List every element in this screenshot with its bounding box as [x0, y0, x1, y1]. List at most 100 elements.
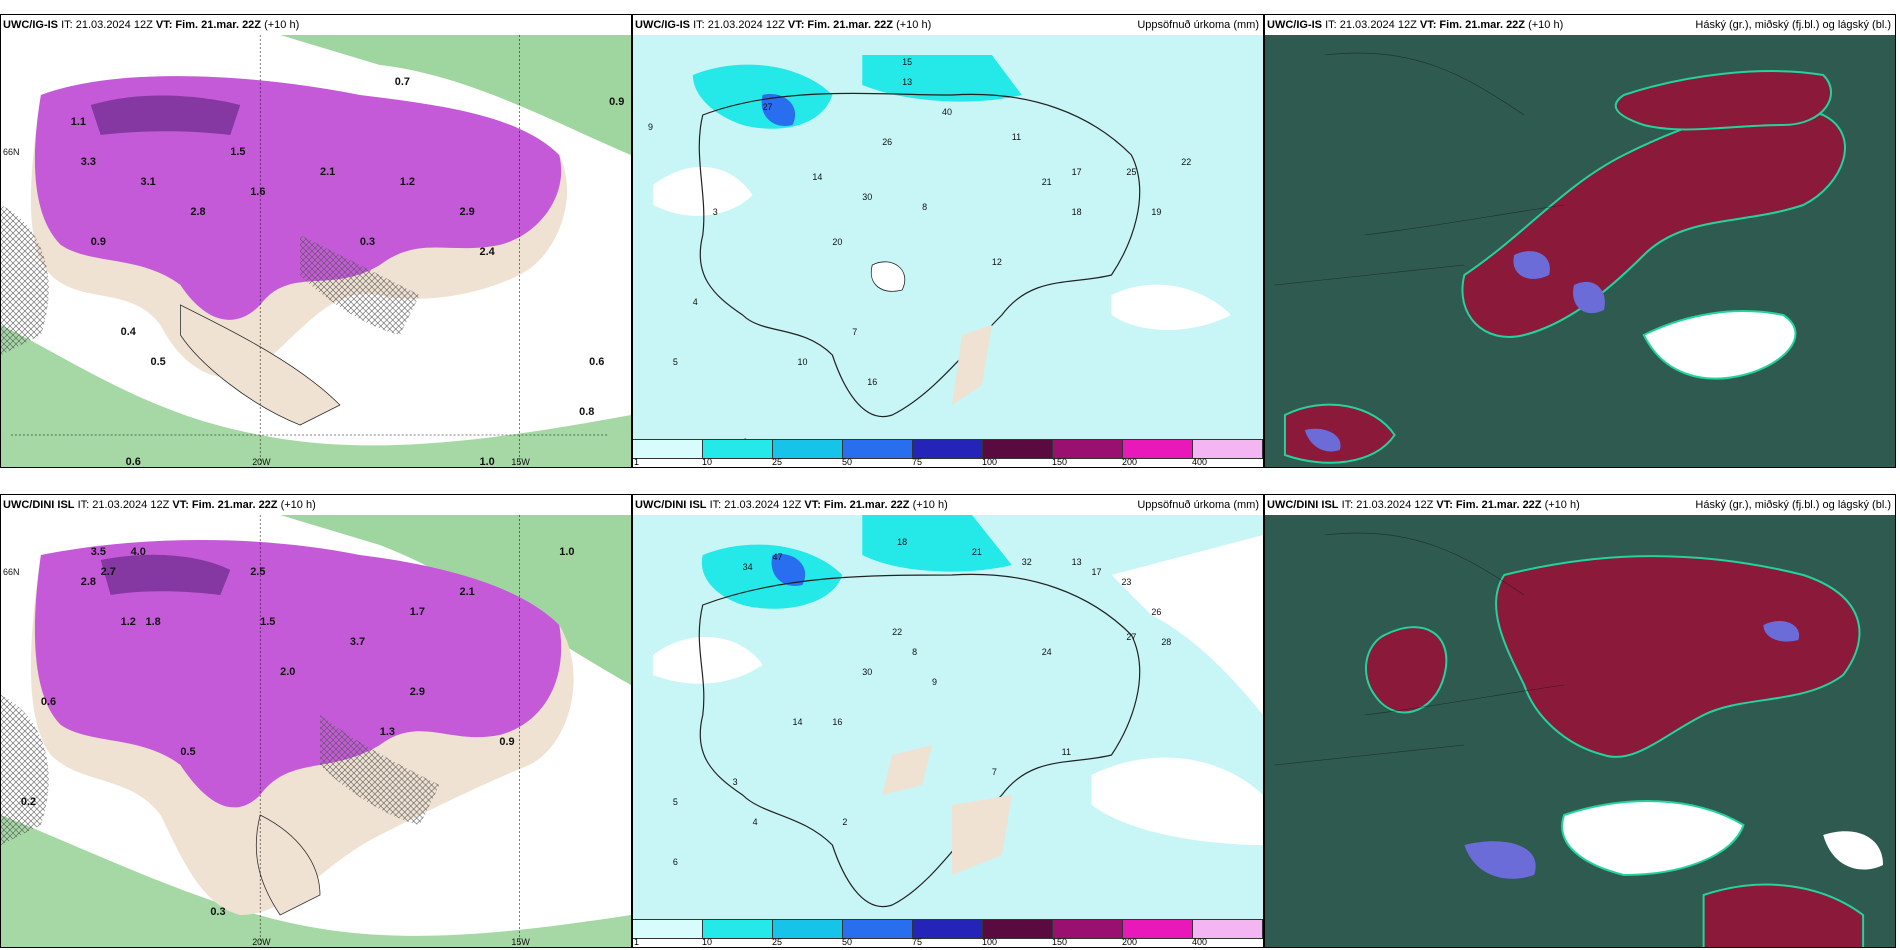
legend-label: 1: [634, 457, 640, 467]
value-label: 0.9: [91, 236, 106, 248]
lead-time: (+10 h): [896, 19, 932, 31]
value-label: 2.8: [81, 576, 96, 588]
legend-swatch: [773, 920, 843, 938]
value-label: 2.5: [250, 566, 265, 578]
value-label: 28: [1161, 637, 1171, 647]
legend-swatches: [633, 919, 1263, 939]
value-label: 6: [673, 857, 678, 867]
value-label: 23: [1121, 577, 1131, 587]
lat-label: 66N: [3, 147, 19, 157]
value-label: 1.3: [380, 726, 395, 738]
model-name: UWC/DINI ISL: [1267, 499, 1339, 511]
value-label: 2: [842, 817, 847, 827]
value-label: 12: [992, 257, 1002, 267]
valid-time: Fim. 21.mar. 22Z: [823, 499, 910, 511]
legend-label: 200: [1122, 457, 1138, 467]
panel-title: UWC/IG-IS IT: 21.03.2024 12Z VT: Fim. 21…: [1, 15, 631, 35]
panel-title: UWC/DINI ISL IT: 21.03.2024 12Z VT: Fim.…: [633, 495, 1263, 515]
value-label: 3: [713, 207, 718, 217]
panel-top-middle: UWC/IG-IS IT: 21.03.2024 12Z VT: Fim. 21…: [632, 14, 1264, 468]
legend-swatch: [843, 440, 913, 458]
value-label: 3.7: [350, 636, 365, 648]
value-label: 7: [992, 767, 997, 777]
legend-swatch: [913, 920, 983, 938]
legend-label: 10: [702, 937, 713, 947]
legend-swatch: [773, 440, 843, 458]
legend-swatch: [1123, 440, 1193, 458]
value-label: 1.0: [559, 546, 574, 558]
legend-swatch: [703, 440, 773, 458]
value-label: 20: [832, 237, 842, 247]
lead-time: (+10 h): [1544, 499, 1580, 511]
lon-label: 20W: [252, 937, 271, 947]
legend-label: 150: [1052, 937, 1068, 947]
lead-time: (+10 h): [280, 499, 316, 511]
value-label: 17: [1092, 567, 1102, 577]
value-label: 17: [1072, 167, 1082, 177]
value-label: 0.5: [180, 746, 195, 758]
cloud-map: [1265, 515, 1895, 947]
legend-label: 200: [1122, 937, 1138, 947]
panel-title: UWC/IG-IS IT: 21.03.2024 12Z VT: Fim. 21…: [1265, 15, 1895, 35]
legend-swatch: [1123, 920, 1193, 938]
value-label: 9: [648, 122, 653, 132]
legend-swatch: [983, 440, 1053, 458]
model-name: UWC/DINI ISL: [635, 499, 707, 511]
field-title: Uppsöfnuð úrkoma (mm): [1137, 499, 1259, 511]
snow-map: 66N 20W 15W 1.1 3.3 3.1 2.8 1.6 2.1 0.9 …: [1, 35, 631, 467]
lead-time: (+10 h): [264, 19, 300, 31]
value-label: 7: [852, 327, 857, 337]
legend-swatches: [633, 439, 1263, 459]
lon-label: 20W: [252, 457, 271, 467]
valid-time-label: VT:: [172, 499, 189, 511]
issue-time: IT: 21.03.2024 12Z: [709, 499, 802, 511]
value-label: 0.6: [589, 356, 604, 368]
valid-time-label: VT:: [155, 19, 173, 31]
panel-title: UWC/IG-IS IT: 21.03.2024 12Z VT: Fim. 21…: [633, 15, 1263, 35]
value-label: 0.9: [609, 96, 624, 108]
legend-label: 100: [982, 457, 998, 467]
value-label: 1.5: [260, 616, 275, 628]
precip-legend: 1 10 25 50 75 100 150 200 400: [633, 919, 1263, 947]
value-label: 3.1: [141, 176, 156, 188]
value-label: 32: [1022, 557, 1032, 567]
legend-swatch: [1053, 440, 1123, 458]
legend-label: 400: [1192, 937, 1208, 947]
legend-swatch: [1193, 920, 1263, 938]
value-label: 26: [882, 137, 892, 147]
valid-time-label: VT:: [1436, 499, 1453, 511]
precip-map: 15 13 9 27 30 20 26 40 11 17 21 25 22 14…: [633, 35, 1263, 467]
field-title: Háský (gr.), miðský (fj.bl.) og lágský (…: [1695, 499, 1891, 511]
value-label: 0.6: [41, 696, 56, 708]
value-label: 0.3: [360, 236, 375, 248]
panel-top-left: UWC/IG-IS IT: 21.03.2024 12Z VT: Fim. 21…: [0, 14, 632, 468]
legend-label: 25: [772, 457, 783, 467]
value-label: 14: [792, 717, 802, 727]
value-label: 40: [942, 107, 952, 117]
value-label: 13: [902, 77, 912, 87]
legend-label: 10: [702, 457, 713, 467]
cloud-map: [1265, 35, 1895, 467]
legend-swatch: [633, 920, 703, 938]
value-label: 19: [1151, 207, 1161, 217]
value-label: 30: [862, 667, 872, 677]
issue-time: IT: 21.03.2024 12Z: [77, 499, 170, 511]
value-label: 3: [733, 777, 738, 787]
legend-labels: 1 10 25 50 75 100 150 200 400: [633, 457, 1263, 467]
value-label: 6: [743, 437, 748, 441]
snow-map: 66N 20W 15W 3.5 4.0 2.8 2.7 1.2 1.8 2.5 …: [1, 515, 631, 947]
lead-time: (+10 h): [1528, 19, 1564, 31]
value-label: 24: [1042, 647, 1052, 657]
legend-label: 150: [1052, 457, 1068, 467]
value-label: 1.5: [230, 146, 245, 158]
valid-time-label: VT:: [1419, 19, 1437, 31]
legend-swatch: [983, 920, 1053, 938]
legend-labels: 1 10 25 50 75 100 150 200 400: [633, 937, 1263, 947]
value-label: 2.9: [460, 206, 475, 218]
legend-label: 75: [912, 937, 923, 947]
value-label: 27: [1126, 632, 1136, 642]
value-label: 30: [862, 192, 872, 202]
value-label: 26: [1151, 607, 1161, 617]
value-label: 0.8: [579, 406, 594, 418]
cloud-map-svg: [1265, 35, 1895, 467]
